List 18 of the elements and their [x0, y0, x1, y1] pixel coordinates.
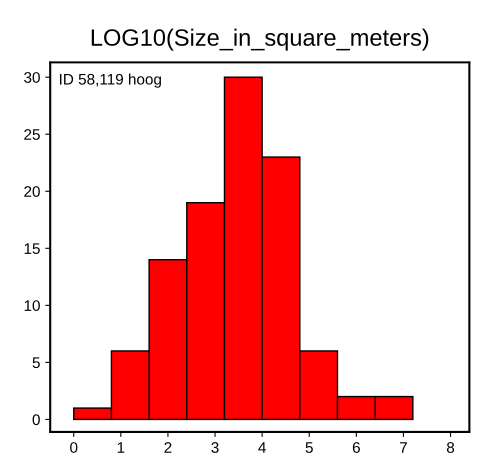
- x-tick-label: 8: [446, 442, 454, 453]
- x-tick-label: 7: [400, 442, 407, 453]
- x-tick-label: 4: [258, 442, 266, 453]
- y-tick-label: 15: [24, 243, 40, 254]
- x-tick-label: 6: [352, 442, 360, 453]
- x-tick-label: 1: [118, 442, 124, 453]
- y-tick-label: 25: [24, 129, 40, 140]
- x-tick-label: 3: [211, 442, 219, 453]
- y-tick-label: 30: [24, 72, 40, 83]
- x-tick-label: 5: [306, 442, 313, 453]
- y-tick-label: 0: [32, 414, 40, 426]
- y-tick-label: 20: [24, 186, 40, 197]
- y-tick-label: 5: [32, 357, 40, 368]
- x-tick-label: 0: [70, 442, 78, 453]
- x-tick-label: 2: [164, 442, 172, 453]
- annotation: ID 58,119 hoog: [60, 73, 161, 88]
- y-tick-label: 10: [24, 300, 40, 312]
- chart-title: LOG10(Size_in_square_meters): [92, 28, 428, 51]
